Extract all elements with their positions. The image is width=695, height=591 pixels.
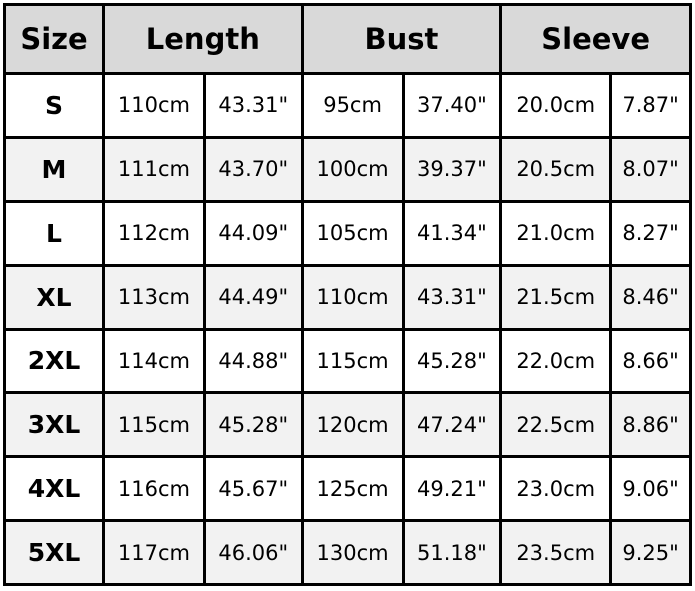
cell-sleeve-cm: 20.5cm xyxy=(499,135,613,203)
cell-length-cm: 111cm xyxy=(102,135,206,203)
cell-size: L xyxy=(3,199,105,267)
cell-size: M xyxy=(3,135,105,203)
cell-sleeve-cm: 20.0cm xyxy=(499,72,613,139)
cell-length-cm: 110cm xyxy=(102,72,206,139)
header-row: Size Length Bust Sleeve xyxy=(3,3,692,75)
cell-sleeve-in: 8.07" xyxy=(609,135,692,203)
cell-length-in: 43.31" xyxy=(202,72,304,139)
cell-bust-cm: 100cm xyxy=(300,135,405,203)
cell-sleeve-in: 9.25" xyxy=(609,519,692,586)
cell-size: 3XL xyxy=(3,391,105,459)
table-row: 2XL 114cm 44.88" 115cm 45.28" 22.0cm 8.66" xyxy=(3,327,692,395)
cell-sleeve-in: 8.46" xyxy=(609,263,692,331)
cell-size: 5XL xyxy=(3,519,105,586)
cell-length-in: 45.28" xyxy=(202,391,304,459)
table-row: XL 113cm 44.49" 110cm 43.31" 21.5cm 8.46" xyxy=(3,263,692,331)
header-bust: Bust xyxy=(300,3,503,75)
cell-bust-cm: 95cm xyxy=(300,72,405,139)
header-size: Size xyxy=(3,3,105,75)
cell-sleeve-in: 8.86" xyxy=(609,391,692,459)
cell-length-in: 45.67" xyxy=(202,455,304,523)
cell-sleeve-cm: 21.5cm xyxy=(499,263,613,331)
header-sleeve: Sleeve xyxy=(499,3,692,75)
cell-bust-in: 51.18" xyxy=(401,519,503,586)
cell-length-in: 44.49" xyxy=(202,263,304,331)
cell-sleeve-in: 9.06" xyxy=(609,455,692,523)
cell-sleeve-cm: 22.5cm xyxy=(499,391,613,459)
cell-sleeve-cm: 23.5cm xyxy=(499,519,613,586)
cell-bust-cm: 125cm xyxy=(300,455,405,523)
cell-bust-in: 47.24" xyxy=(401,391,503,459)
cell-length-cm: 117cm xyxy=(102,519,206,586)
cell-sleeve-in: 8.27" xyxy=(609,199,692,267)
cell-length-in: 46.06" xyxy=(202,519,304,586)
table-row: 5XL 117cm 46.06" 130cm 51.18" 23.5cm 9.25" xyxy=(3,519,692,586)
cell-length-in: 43.70" xyxy=(202,135,304,203)
cell-size: S xyxy=(3,72,105,139)
cell-sleeve-cm: 22.0cm xyxy=(499,327,613,395)
cell-sleeve-cm: 21.0cm xyxy=(499,199,613,267)
cell-size: 2XL xyxy=(3,327,105,395)
cell-length-in: 44.88" xyxy=(202,327,304,395)
cell-bust-cm: 110cm xyxy=(300,263,405,331)
cell-length-cm: 114cm xyxy=(102,327,206,395)
cell-bust-in: 39.37" xyxy=(401,135,503,203)
cell-size: 4XL xyxy=(3,455,105,523)
header-length: Length xyxy=(102,3,304,75)
cell-bust-in: 37.40" xyxy=(401,72,503,139)
cell-bust-cm: 115cm xyxy=(300,327,405,395)
cell-bust-in: 41.34" xyxy=(401,199,503,267)
table-row: L 112cm 44.09" 105cm 41.34" 21.0cm 8.27" xyxy=(3,199,692,267)
cell-size: XL xyxy=(3,263,105,331)
cell-sleeve-in: 8.66" xyxy=(609,327,692,395)
cell-sleeve-in: 7.87" xyxy=(609,72,692,139)
cell-bust-cm: 120cm xyxy=(300,391,405,459)
cell-sleeve-cm: 23.0cm xyxy=(499,455,613,523)
cell-length-cm: 116cm xyxy=(102,455,206,523)
cell-length-cm: 115cm xyxy=(102,391,206,459)
size-chart-table: Size Length Bust Sleeve S 110cm 43.31" 95cm… xyxy=(3,3,692,586)
cell-bust-cm: 130cm xyxy=(300,519,405,586)
table-row: 4XL 116cm 45.67" 125cm 49.21" 23.0cm 9.06" xyxy=(3,455,692,523)
cell-bust-in: 49.21" xyxy=(401,455,503,523)
cell-length-in: 44.09" xyxy=(202,199,304,267)
cell-bust-cm: 105cm xyxy=(300,199,405,267)
table-row: 3XL 115cm 45.28" 120cm 47.24" 22.5cm 8.86" xyxy=(3,391,692,459)
cell-length-cm: 112cm xyxy=(102,199,206,267)
table-row: M 111cm 43.70" 100cm 39.37" 20.5cm 8.07" xyxy=(3,135,692,203)
cell-bust-in: 45.28" xyxy=(401,327,503,395)
cell-length-cm: 113cm xyxy=(102,263,206,331)
table-row: S 110cm 43.31" 95cm 37.40" 20.0cm 7.87" xyxy=(3,72,692,139)
cell-bust-in: 43.31" xyxy=(401,263,503,331)
